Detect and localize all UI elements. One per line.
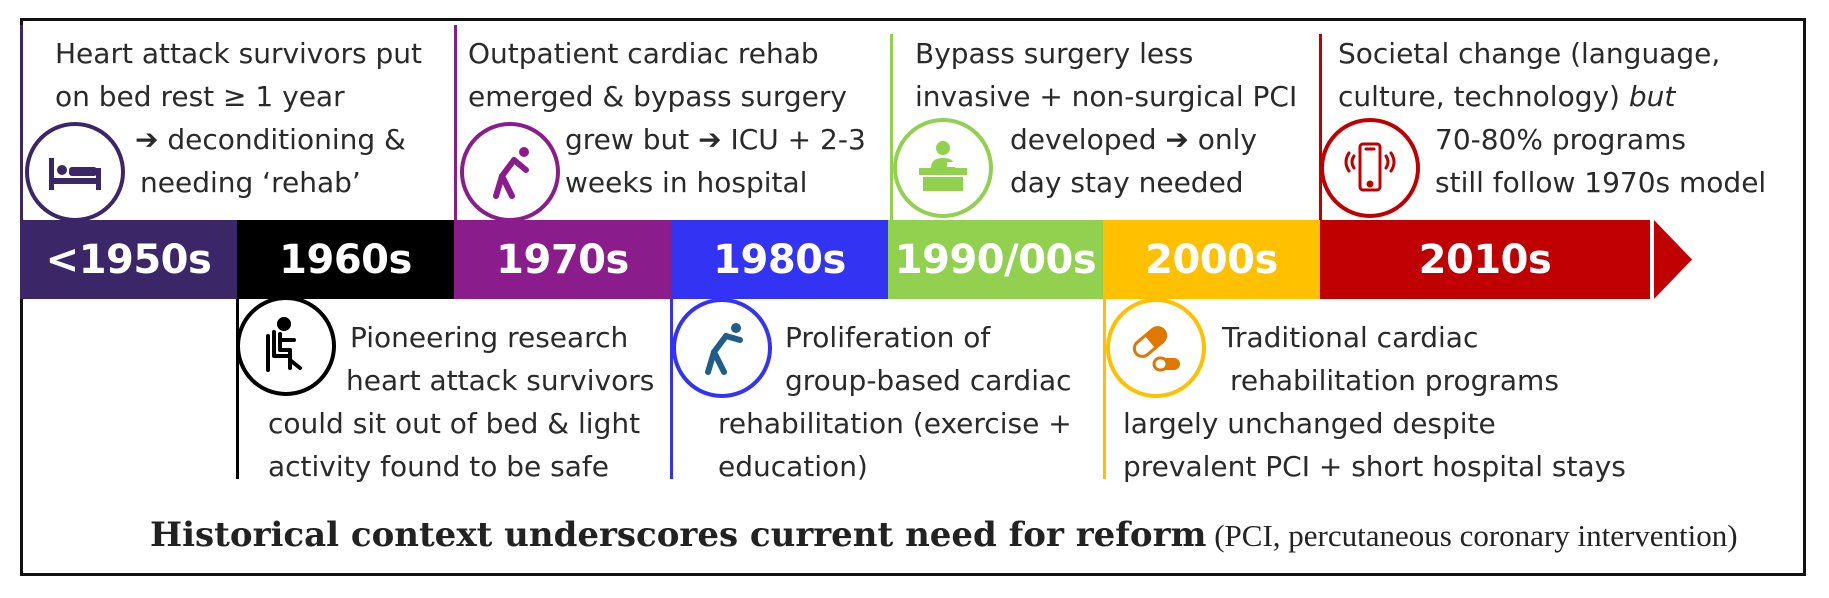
- event-text-1970s-line2: emerged & bypass surgery: [468, 80, 847, 113]
- diagram-caption: Historical context underscores current n…: [150, 515, 1738, 555]
- era-label: 2000s: [1145, 236, 1278, 283]
- event-text-2000s-line1: Traditional cardiac: [1222, 321, 1479, 354]
- event-text-1960s-line3: could sit out of bed & light: [268, 407, 641, 440]
- event-text-2010s-line2: culture, technology): [1338, 80, 1629, 113]
- tick-line-1990s: [890, 34, 893, 220]
- tick-line-2000s: [1103, 299, 1106, 479]
- era-label: <1950s: [45, 236, 212, 283]
- tick-line-2010s: [1319, 34, 1322, 220]
- event-text-1970s-line4: weeks in hospital: [565, 166, 808, 199]
- event-text-1970s-line3: grew but ➔ ICU + 2-3: [565, 123, 866, 156]
- timeline-arrowhead: [1654, 220, 1692, 299]
- person-at-desk-icon: [893, 118, 993, 218]
- event-text-2000s-line3: largely unchanged despite: [1123, 407, 1496, 440]
- tick-line-1980s: [670, 299, 673, 479]
- era-label: 1970s: [496, 236, 629, 283]
- era-segment-1980s: 1980s: [671, 220, 888, 299]
- pills-icon: [1106, 298, 1206, 398]
- tick-line-1960s: [236, 299, 239, 479]
- event-text-1950s-line3: ➔ deconditioning &: [135, 123, 406, 156]
- stretching-person-icon: [672, 298, 772, 398]
- era-label: 1980s: [713, 236, 846, 283]
- era-segment-1960s: 1960s: [237, 220, 454, 299]
- event-text-1980s-line3: rehabilitation (exercise +: [718, 407, 1072, 440]
- event-text-1990s-line2: invasive + non-surgical PCI: [915, 80, 1298, 113]
- era-label: 2010s: [1418, 236, 1552, 283]
- era-segment-2000s: 2000s: [1103, 220, 1320, 299]
- event-text-1990s-line1: Bypass surgery less: [915, 37, 1194, 70]
- event-text-2010s-line3: 70-80% programs: [1435, 123, 1686, 156]
- event-text-1980s-line2: group-based cardiac: [785, 364, 1072, 397]
- caption-main: Historical context underscores current n…: [150, 515, 1207, 555]
- event-text-2000s-line4: prevalent PCI + short hospital stays: [1123, 450, 1626, 483]
- smartphone-icon: [1320, 118, 1420, 218]
- event-text-1950s-line1: Heart attack survivors put: [55, 37, 423, 70]
- event-text-1980s-line4: education): [718, 450, 868, 483]
- event-text-2000s-line2: rehabilitation programs: [1230, 364, 1559, 397]
- era-segment-2010s: 2010s: [1320, 220, 1650, 299]
- event-text-1980s-line1: Proliferation of: [785, 321, 991, 354]
- era-segment-1970s: 1970s: [454, 220, 671, 299]
- event-text-1960s-line2: heart attack survivors: [346, 364, 655, 397]
- era-segment-1990s: 1990/00s: [888, 220, 1103, 299]
- event-text-1950s-line4: needing ‘rehab’: [140, 166, 361, 199]
- event-text-2010s-emphasis: but: [1628, 80, 1676, 113]
- bed-icon: [25, 122, 125, 222]
- event-text-2010s-line1: Societal change (language,: [1338, 37, 1721, 70]
- event-text-1960s-line4: activity found to be safe: [268, 450, 610, 483]
- stretching-person-icon: [460, 122, 560, 222]
- event-text-2010s-line4: still follow 1970s model: [1435, 166, 1767, 199]
- event-text-1970s-line1: Outpatient cardiac rehab: [468, 37, 819, 70]
- event-text-1990s-line3: developed ➔ only: [1010, 123, 1257, 156]
- person-sitting-chair-icon: [236, 296, 336, 396]
- event-text-2010s-line2-wrap: culture, technology) but: [1338, 75, 1675, 118]
- event-text-1950s-line2: on bed rest ≥ 1 year: [55, 80, 345, 113]
- caption-note: (PCI, percutaneous coronary intervention…: [1206, 518, 1738, 553]
- era-label: 1960s: [279, 236, 412, 283]
- era-label: 1990/00s: [894, 236, 1097, 283]
- event-text-1990s-line4: day stay needed: [1010, 166, 1244, 199]
- tick-line-1970s: [454, 25, 457, 220]
- event-text-1960s-line1: Pioneering research: [350, 321, 629, 354]
- era-segment-1950s: <1950s: [20, 220, 237, 299]
- tick-line-1950s: [20, 25, 23, 220]
